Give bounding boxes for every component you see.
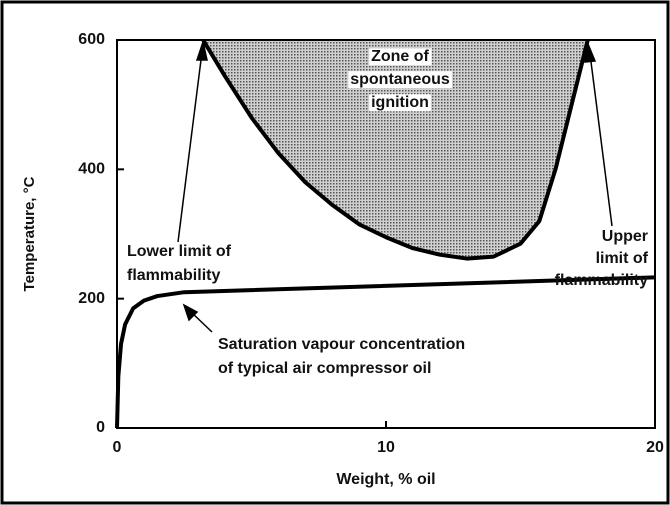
annotation-bg: [369, 48, 432, 66]
y-tick-label: 600: [78, 31, 105, 48]
arrow-head: [584, 41, 597, 63]
annotation: flammability: [555, 272, 648, 289]
y-axis-label: Temperature, °C: [21, 176, 38, 291]
arrows: [177, 39, 613, 333]
y-tick-label: 400: [78, 161, 105, 178]
y-tick-label: 200: [78, 290, 105, 307]
annotation: ignition: [371, 94, 429, 111]
arrow: [177, 51, 203, 243]
annotation: Upper: [602, 228, 648, 245]
x-tick-label: 10: [377, 439, 395, 456]
annotation: Lower limit of: [127, 243, 232, 260]
annotation: Zone of: [371, 48, 429, 65]
y-tick-label: 0: [96, 419, 105, 436]
arrow: [589, 53, 613, 227]
annotation: spontaneous: [350, 71, 450, 88]
x-tick-label: 0: [113, 439, 122, 456]
annotation-bg: [369, 94, 431, 112]
arrow-head: [182, 303, 199, 322]
curve: [201, 38, 590, 261]
annotation: flammability: [127, 267, 220, 284]
annotation: limit of: [596, 250, 649, 267]
x-axis-label: Weight, % oil: [336, 471, 435, 488]
x-tick-label: 20: [646, 439, 664, 456]
ignition-zone: [203, 40, 588, 259]
annotation: of typical air compressor oil: [218, 360, 431, 377]
curve: [115, 275, 656, 429]
arrow-head: [195, 39, 208, 61]
annotation-bg: [348, 71, 452, 89]
annotation: Saturation vapour concentration: [218, 336, 465, 353]
